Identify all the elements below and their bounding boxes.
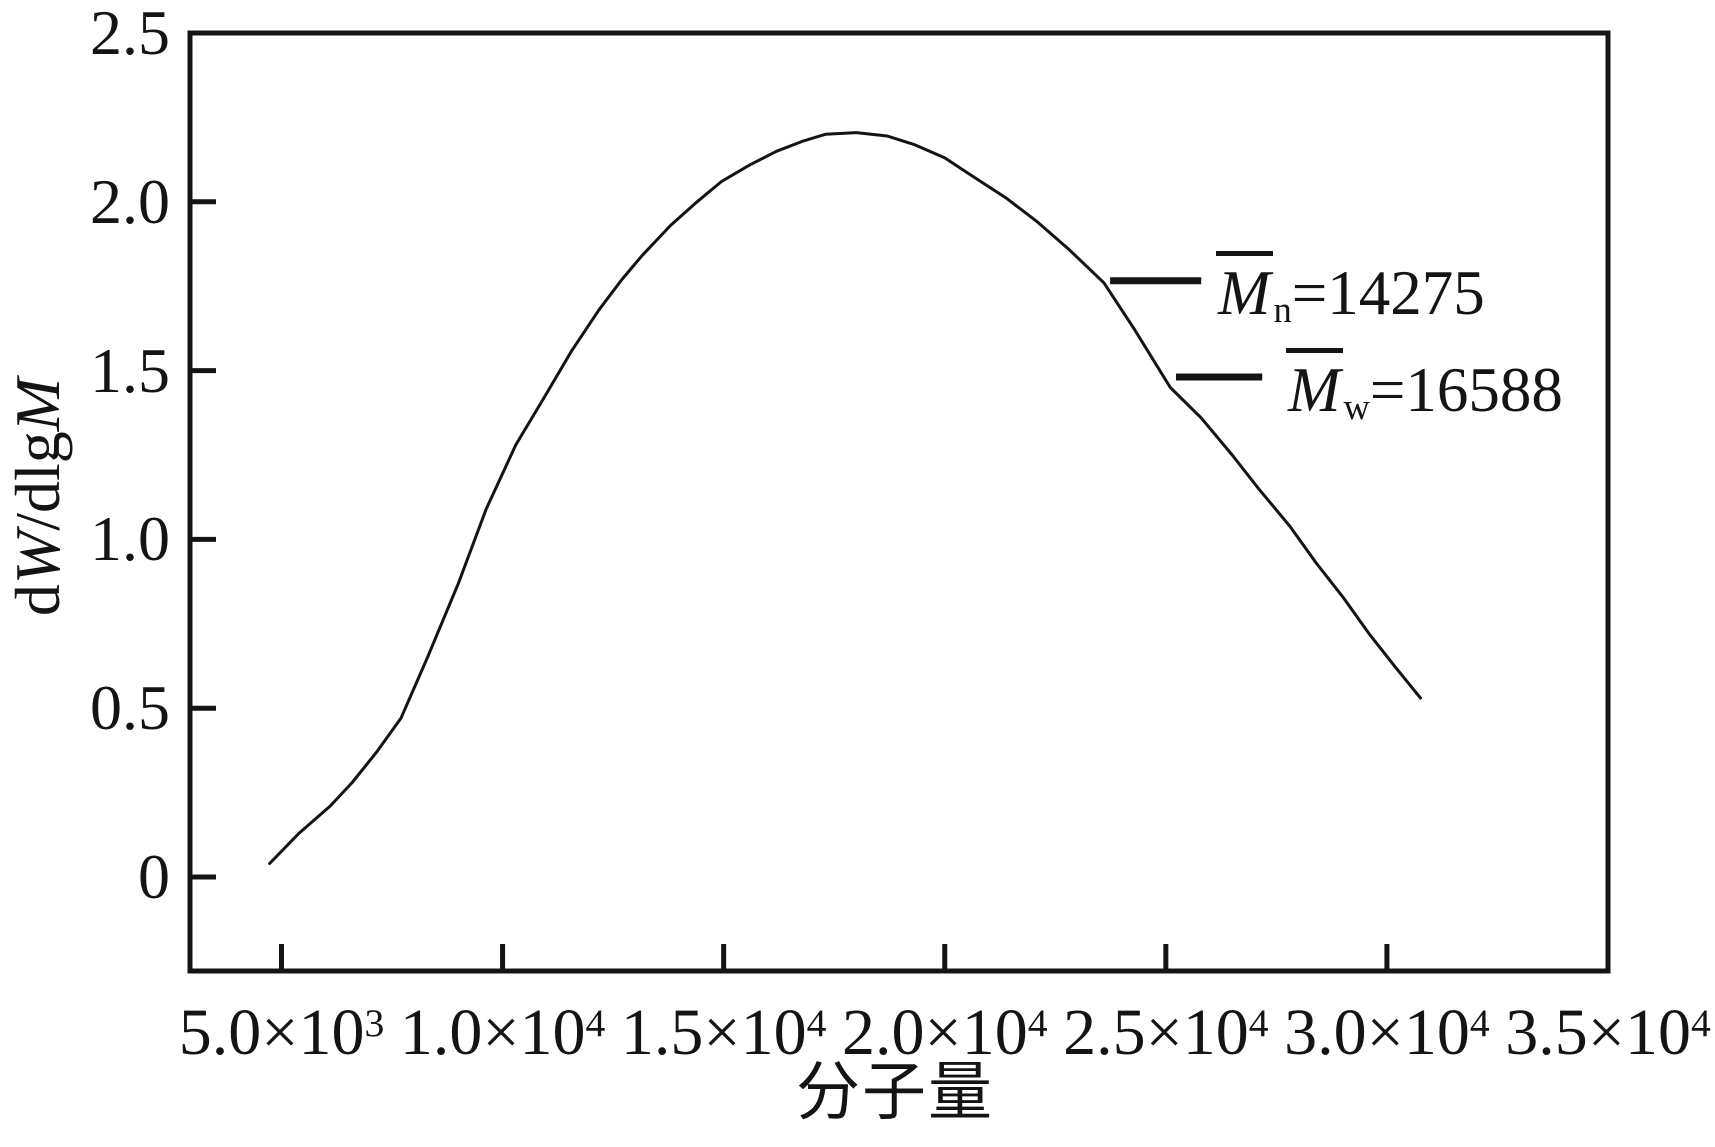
x-tick-label-base: 1.0×10	[399, 996, 586, 1069]
x-tick-label-base: 2.5×10	[1063, 996, 1249, 1069]
x-tick-label-base: 1.5×10	[620, 996, 807, 1069]
x-tick-label-exponent: 4	[585, 1001, 606, 1046]
mn-annotation: Mn=14275	[1216, 251, 1485, 328]
x-tick-label-exponent: 4	[1027, 1001, 1048, 1046]
y-axis-title-part: d	[2, 584, 73, 617]
x-tick-label-exponent: 4	[806, 1001, 827, 1046]
y-tick-label: 1.5	[90, 334, 170, 406]
x-tick-label: 2.0×104	[815, 996, 1075, 1070]
x-tick-label: 3.0×104	[1257, 996, 1517, 1070]
y-tick-label: 0.5	[90, 672, 170, 744]
y-tick-label: 0	[138, 841, 170, 912]
molecular-weight-distribution-curve	[268, 131, 1422, 865]
x-axis-title: 分子量	[796, 1057, 994, 1128]
x-tick-label-base: 3.0×10	[1284, 996, 1470, 1069]
x-tick-label: 3.5×104	[1478, 996, 1715, 1070]
mn-symbol: M	[1216, 251, 1274, 328]
x-tick-label-base: 3.5×10	[1505, 996, 1691, 1069]
mw-symbol: M	[1286, 348, 1344, 425]
x-tick-label: 1.0×104	[373, 996, 633, 1070]
mn-value: =14275	[1291, 258, 1485, 328]
mn-subscript: n	[1273, 289, 1292, 331]
mw-subscript: w	[1343, 386, 1370, 428]
x-tick-label-base: 5.0×10	[178, 996, 365, 1069]
y-axis-title: dW/dlgM	[2, 378, 73, 617]
x-tick-label: 5.0×103	[152, 996, 412, 1070]
mw-annotation: Mw=16588	[1286, 348, 1563, 425]
mw-value: =16588	[1369, 355, 1563, 425]
x-tick-label-exponent: 4	[1248, 1001, 1269, 1046]
y-tick-label: 2.5	[90, 0, 170, 68]
x-tick-label-exponent: 3	[364, 1001, 385, 1046]
y-tick-label: 2.0	[90, 165, 170, 237]
x-tick-label: 1.5×104	[594, 996, 854, 1070]
x-tick-label-exponent: 4	[1690, 1001, 1711, 1046]
plot-border	[187, 30, 1611, 974]
x-tick-label-base: 2.0×10	[841, 996, 1028, 1069]
x-tick-label: 2.5×104	[1036, 996, 1296, 1070]
x-tick-label-exponent: 4	[1469, 1001, 1490, 1046]
y-tick-label: 1.0	[90, 503, 170, 575]
